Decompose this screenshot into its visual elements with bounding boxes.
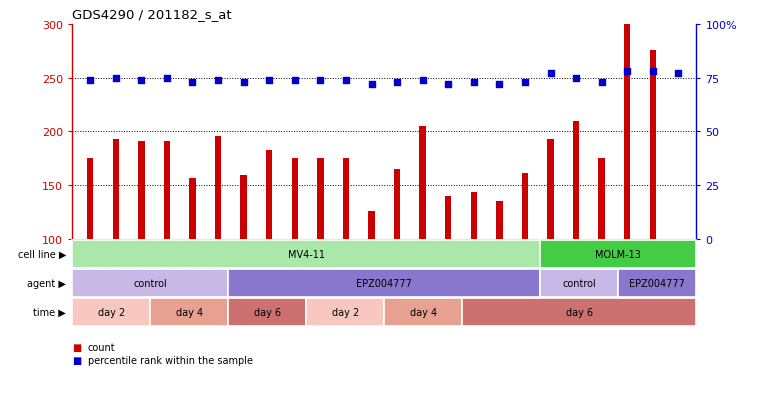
- Bar: [87, 159, 94, 240]
- Bar: [342, 159, 349, 240]
- Bar: [540, 240, 696, 268]
- Bar: [240, 175, 247, 240]
- Bar: [470, 192, 477, 240]
- Point: [212, 77, 224, 84]
- Bar: [164, 142, 170, 240]
- Point: [186, 79, 199, 86]
- Bar: [189, 178, 196, 240]
- Bar: [618, 269, 696, 297]
- Bar: [522, 174, 528, 240]
- Text: MOLM-13: MOLM-13: [595, 249, 642, 259]
- Point: [340, 77, 352, 84]
- Text: day 2: day 2: [97, 307, 125, 317]
- Bar: [624, 25, 630, 240]
- Text: control: control: [133, 278, 167, 288]
- Point: [647, 69, 659, 75]
- Point: [570, 75, 582, 82]
- Point: [442, 82, 454, 88]
- Bar: [463, 298, 696, 326]
- Bar: [598, 159, 605, 240]
- Text: EPZ004777: EPZ004777: [629, 278, 685, 288]
- Bar: [650, 50, 656, 240]
- Point: [493, 82, 505, 88]
- Text: day 2: day 2: [332, 307, 359, 317]
- Bar: [540, 269, 619, 297]
- Bar: [72, 269, 228, 297]
- Text: GDS4290 / 201182_s_at: GDS4290 / 201182_s_at: [72, 8, 232, 21]
- Text: day 4: day 4: [409, 307, 437, 317]
- Bar: [317, 159, 323, 240]
- Bar: [573, 121, 579, 240]
- Point: [263, 77, 275, 84]
- Bar: [215, 136, 221, 240]
- Bar: [113, 140, 119, 240]
- Bar: [306, 298, 384, 326]
- Point: [468, 79, 480, 86]
- Bar: [291, 159, 298, 240]
- Bar: [266, 150, 272, 240]
- Text: cell line ▶: cell line ▶: [18, 249, 66, 259]
- Bar: [547, 140, 554, 240]
- Point: [672, 71, 684, 78]
- Point: [596, 79, 608, 86]
- Bar: [368, 211, 374, 240]
- Text: ■: ■: [72, 342, 81, 352]
- Point: [416, 77, 428, 84]
- Point: [288, 77, 301, 84]
- Point: [391, 79, 403, 86]
- Point: [365, 82, 377, 88]
- Text: control: control: [562, 278, 596, 288]
- Bar: [72, 240, 540, 268]
- Point: [110, 75, 122, 82]
- Bar: [228, 298, 306, 326]
- Text: count: count: [88, 342, 115, 352]
- Point: [519, 79, 531, 86]
- Text: day 4: day 4: [176, 307, 203, 317]
- Bar: [72, 298, 151, 326]
- Text: agent ▶: agent ▶: [27, 278, 66, 288]
- Bar: [394, 170, 400, 240]
- Point: [161, 75, 173, 82]
- Bar: [139, 142, 145, 240]
- Point: [314, 77, 326, 84]
- Point: [621, 69, 633, 75]
- Point: [135, 77, 148, 84]
- Text: day 6: day 6: [253, 307, 281, 317]
- Point: [84, 77, 97, 84]
- Bar: [228, 269, 540, 297]
- Bar: [496, 202, 502, 240]
- Text: time ▶: time ▶: [33, 307, 66, 317]
- Text: EPZ004777: EPZ004777: [356, 278, 412, 288]
- Bar: [384, 298, 463, 326]
- Bar: [151, 298, 228, 326]
- Text: MV4-11: MV4-11: [288, 249, 325, 259]
- Text: percentile rank within the sample: percentile rank within the sample: [88, 356, 253, 366]
- Bar: [419, 127, 426, 240]
- Point: [544, 71, 556, 78]
- Bar: [445, 197, 451, 240]
- Text: day 6: day 6: [565, 307, 593, 317]
- Text: ■: ■: [72, 356, 81, 366]
- Point: [237, 79, 250, 86]
